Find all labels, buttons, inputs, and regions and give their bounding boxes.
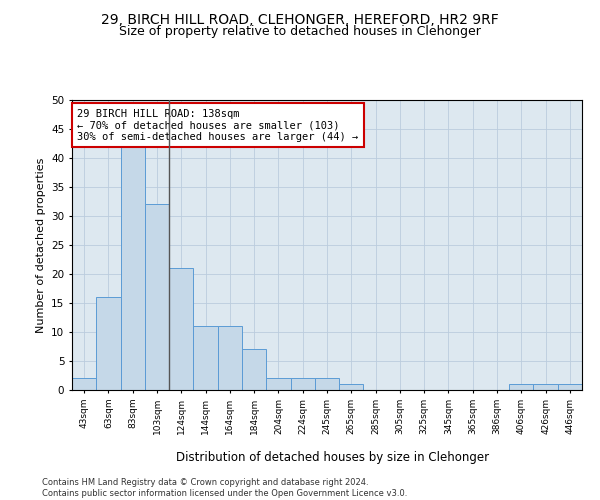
Bar: [121, 146, 145, 390]
Bar: [533, 384, 558, 390]
Text: 29, BIRCH HILL ROAD, CLEHONGER, HEREFORD, HR2 9RF: 29, BIRCH HILL ROAD, CLEHONGER, HEREFORD…: [101, 12, 499, 26]
Bar: [339, 384, 364, 390]
Bar: [96, 297, 121, 390]
Bar: [169, 268, 193, 390]
Text: Size of property relative to detached houses in Clehonger: Size of property relative to detached ho…: [119, 25, 481, 38]
Text: 29 BIRCH HILL ROAD: 138sqm
← 70% of detached houses are smaller (103)
30% of sem: 29 BIRCH HILL ROAD: 138sqm ← 70% of deta…: [77, 108, 358, 142]
Bar: [266, 378, 290, 390]
Bar: [558, 384, 582, 390]
Text: Distribution of detached houses by size in Clehonger: Distribution of detached houses by size …: [176, 451, 490, 464]
Y-axis label: Number of detached properties: Number of detached properties: [35, 158, 46, 332]
Bar: [315, 378, 339, 390]
Bar: [193, 326, 218, 390]
Bar: [242, 350, 266, 390]
Bar: [509, 384, 533, 390]
Bar: [218, 326, 242, 390]
Text: Contains HM Land Registry data © Crown copyright and database right 2024.
Contai: Contains HM Land Registry data © Crown c…: [42, 478, 407, 498]
Bar: [145, 204, 169, 390]
Bar: [72, 378, 96, 390]
Bar: [290, 378, 315, 390]
